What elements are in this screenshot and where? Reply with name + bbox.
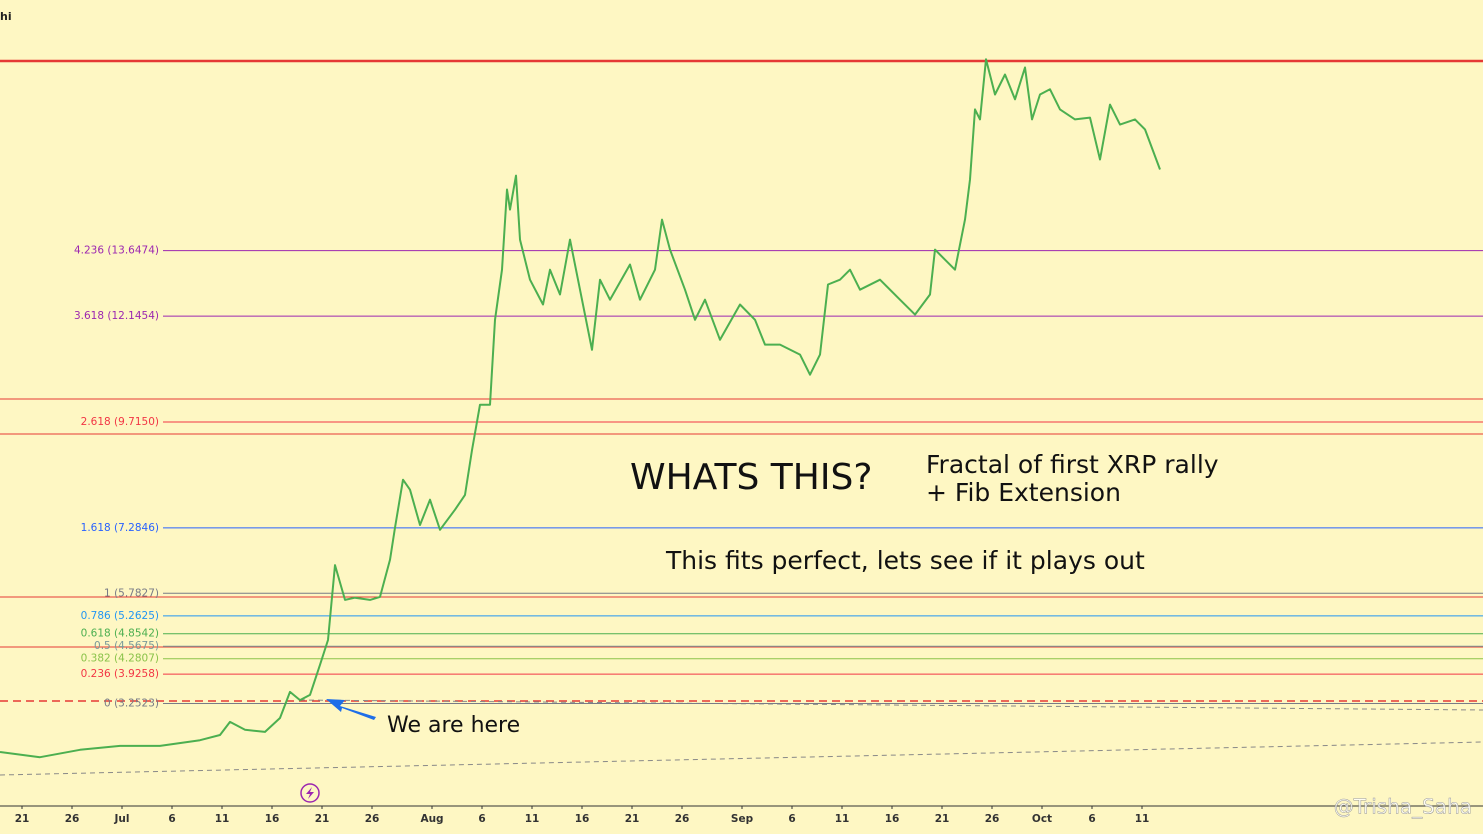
x-tick-label: 21	[935, 813, 950, 825]
x-tick-label: 21	[625, 813, 640, 825]
trend-line	[299, 699, 1483, 711]
x-tick-label: 26	[65, 813, 80, 825]
watermark: @Trisha_Saha	[1334, 795, 1472, 819]
x-tick-label: 11	[525, 813, 540, 825]
x-tick-label: 26	[985, 813, 1000, 825]
fib-label: 4.236 (13.6474)	[74, 245, 159, 257]
x-tick-label: 11	[215, 813, 230, 825]
price-line	[0, 58, 1161, 759]
fib-label: 0.382 (4.2807)	[81, 653, 159, 665]
event-icon	[306, 787, 314, 799]
x-tick-label: Jul	[114, 813, 130, 825]
trend-line	[0, 741, 1483, 776]
plot	[0, 58, 1161, 759]
x-tick-label: 26	[365, 813, 380, 825]
x-tick-label: 11	[1135, 813, 1150, 825]
x-tick-label: Oct	[1032, 813, 1052, 825]
x-tick-label: 26	[675, 813, 690, 825]
fib-levels: 4.236 (13.6474) 3.618 (12.1454) 2.618 (9.7…	[74, 245, 1483, 710]
fib-label: 0.236 (3.9258)	[81, 668, 159, 680]
x-tick-label: Sep	[731, 813, 754, 825]
fib-label: 0.618 (4.8542)	[81, 628, 159, 640]
fib-label: 0 (3.2523)	[104, 698, 159, 710]
annotation-pointer: We are here	[387, 713, 520, 738]
annotation-note: + Fib Extension	[926, 478, 1121, 507]
x-tick-label: 16	[265, 813, 280, 825]
pointer-arrow	[326, 699, 376, 720]
annotation-note: This fits perfect, lets see if it plays …	[665, 546, 1145, 575]
corner-text: hi	[0, 10, 12, 23]
x-tick-label: 11	[835, 813, 850, 825]
x-tick-label: 6	[478, 813, 485, 825]
x-tick-label: 6	[788, 813, 795, 825]
fib-label: 3.618 (12.1454)	[74, 310, 159, 322]
x-tick-label: 21	[15, 813, 30, 825]
event-icon	[300, 783, 320, 803]
fib-label: 2.618 (9.7150)	[81, 416, 159, 428]
fib-label: 0.5 (4.5675)	[94, 640, 159, 652]
fib-label: 0.786 (5.2625)	[81, 610, 159, 622]
x-tick-label: Aug	[420, 813, 443, 825]
x-axis-labels: 21 26 Jul 6 11 16 21 26 Aug 6 11 16 21 26 Sep 6 11 16 21 26…	[15, 806, 1150, 825]
x-tick-label: 21	[315, 813, 330, 825]
drawn-levels	[0, 59, 1483, 776]
x-tick-label: 16	[885, 813, 900, 825]
fib-label: 1 (5.7827)	[104, 587, 159, 599]
x-tick-label: 16	[575, 813, 590, 825]
x-tick-label: 6	[168, 813, 175, 825]
fib-label: 1.618 (7.2846)	[81, 522, 159, 534]
annotation-headline: WHATS THIS?	[630, 457, 872, 498]
annotation-note: Fractal of first XRP rally	[926, 450, 1219, 479]
x-tick-label: 6	[1088, 813, 1095, 825]
